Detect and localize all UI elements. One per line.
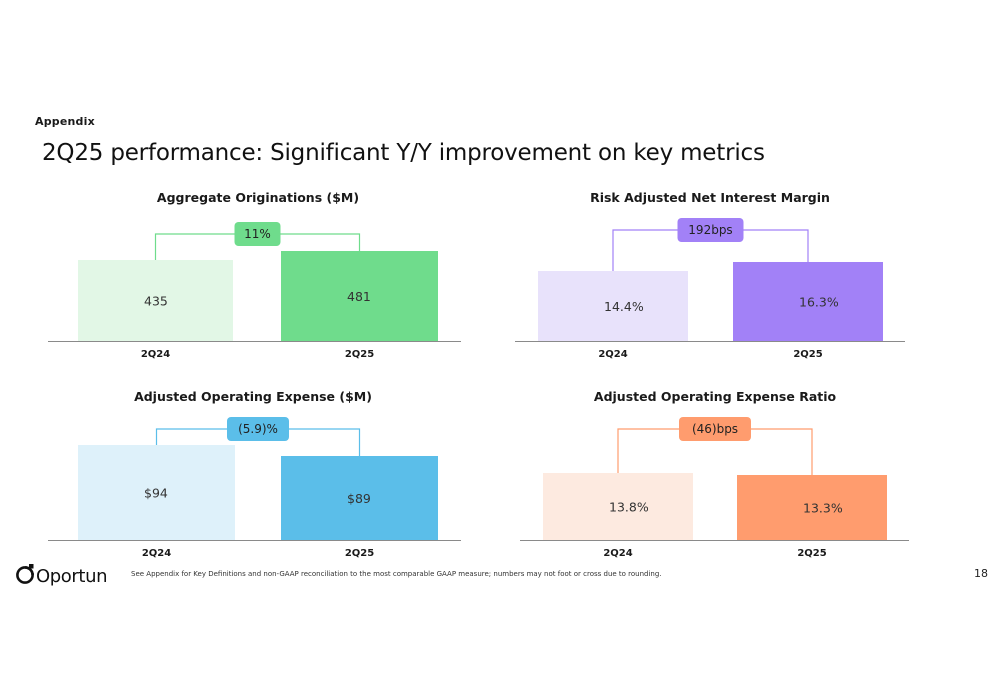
chart-adjusted-operating-expense: Adjusted Operating Expense ($M) $94 2Q24 $… [48,389,468,564]
chart-svg: 13.8% 2Q24 13.3% 2Q25 (46)bps [520,389,940,564]
tick-label: 2Q24 [598,349,627,360]
change-label: 11% [244,227,271,241]
chart-svg: 435 2Q24 481 2Q25 11% [48,190,468,365]
tick-label: 2Q24 [603,548,632,559]
footnote: See Appendix for Key Definitions and non… [131,570,662,578]
bar-value-label: $89 [347,491,371,506]
bar-value-label: 16.3% [799,295,839,310]
logo-mark-icon [17,564,33,583]
bar-value-label: 13.3% [803,501,843,516]
bar-value-label: $94 [144,486,168,501]
tick-label: 2Q25 [345,349,374,360]
tick-label: 2Q25 [797,548,826,559]
tick-label: 2Q25 [793,349,822,360]
page-number: 18 [974,567,988,580]
bar-value-label: 13.8% [609,500,649,515]
chart-svg: 14.4% 2Q24 16.3% 2Q25 192bps [515,190,935,365]
chart-adjusted-operating-expense-ratio: Adjusted Operating Expense Ratio 13.8% 2Q… [520,389,940,564]
change-label: (5.9)% [238,422,278,436]
chart-aggregate-originations: Aggregate Originations ($M) 435 2Q24 481 2Q… [48,190,468,365]
chart-svg: $94 2Q24 $89 2Q25 (5.9)% [48,389,468,564]
change-label: 192bps [688,223,732,237]
logo-text: Oportun [36,566,107,587]
bar-value-label: 481 [347,289,371,304]
oportun-logo: Oportun [14,562,124,588]
bar-value-label: 435 [144,294,168,309]
bar-value-label: 14.4% [604,299,644,314]
section-label: Appendix [35,115,95,128]
change-label: (46)bps [692,422,738,436]
chart-risk-adjusted-nim: Risk Adjusted Net Interest Margin 14.4% 2… [515,190,935,365]
tick-label: 2Q25 [345,548,374,559]
page-title: 2Q25 performance: Significant Y/Y improv… [42,140,765,166]
tick-label: 2Q24 [142,548,171,559]
tick-label: 2Q24 [141,349,170,360]
